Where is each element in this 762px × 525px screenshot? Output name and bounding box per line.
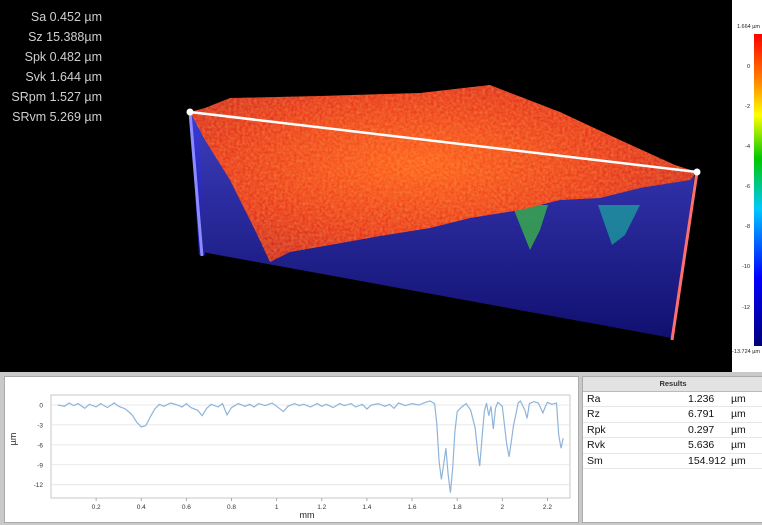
colorbar-tick: -4 — [745, 144, 750, 150]
param-svk: Svk 1.644 µm — [25, 70, 102, 84]
chart-grid — [50, 394, 571, 499]
result-value: 6.791 — [688, 408, 715, 421]
colorbar-gradient — [754, 34, 762, 346]
result-unit: µm — [731, 439, 746, 452]
colorbar-tick: -2 — [745, 104, 750, 110]
results-row: Rvk 5.636 µm — [583, 438, 762, 454]
results-row: Ra 1.236 µm — [583, 392, 762, 408]
x-tick-label: 1.8 — [453, 504, 462, 511]
plot-frame — [50, 394, 571, 499]
result-value: 1.236 — [688, 393, 715, 405]
result-name: Rvk — [587, 439, 606, 452]
x-tick-label: 0.4 — [137, 504, 146, 511]
result-value: 0.297 — [688, 423, 715, 436]
colorbar-max-label: 1.664 µm — [736, 24, 760, 30]
colorbar-tick: -6 — [745, 184, 750, 190]
x-tick-label: 2.2 — [543, 504, 552, 511]
result-unit: µm — [731, 454, 746, 467]
result-name: Sm — [587, 454, 603, 467]
profile-cut-left-edge — [188, 111, 204, 257]
x-tick-label: 0.8 — [227, 504, 236, 511]
y-tick-label: -9 — [37, 462, 43, 469]
param-spk: Spk 0.482 µm — [24, 50, 102, 64]
results-row: Rz 6.791 µm — [583, 407, 762, 423]
colorbar-tick: 0 — [746, 64, 750, 70]
x-tick-label: 1.2 — [317, 504, 326, 511]
param-sz: Sz 15.388µm — [28, 30, 102, 44]
profile-chart-panel: 0 -3 -6 -9 -12 0.2 0.4 0.6 0.8 1 1.2 1.4 1.6 1.8 2 2.2… — [4, 376, 579, 523]
profile-chart: 0 -3 -6 -9 -12 0.2 0.4 0.6 0.8 1 1.2 1.4 1.6 1.8 2 2.2… — [8, 394, 571, 520]
x-tick-label: 0.2 — [92, 504, 101, 511]
y-axis-label: µm — [8, 433, 18, 446]
colorbar-tick: -10 — [742, 264, 750, 270]
results-table: Results Ra 1.236 µm Rz 6.791 µm Rpk 0.29… — [582, 376, 762, 523]
colorbar-tick: -8 — [745, 224, 750, 230]
surface-valley — [598, 205, 640, 245]
result-name: Rpk — [587, 423, 606, 436]
y-tick-label: -6 — [37, 442, 43, 449]
height-colorbar: 1.664 µm 0 -2 -4 -6 -8 -10 -12 -13.724 µ… — [732, 0, 762, 372]
surface-valley — [512, 205, 548, 250]
param-srpm: SRpm 1.527 µm — [11, 90, 102, 104]
profile-cut-right-edge — [670, 171, 699, 341]
x-tick-label: 1.4 — [362, 504, 371, 511]
cut-handle-start[interactable] — [186, 108, 194, 116]
3d-surface-render — [186, 85, 701, 341]
3d-surface-viewport[interactable]: Sa 0.452 µm Sz 15.388µm Spk 0.482 µm Svk… — [0, 0, 762, 372]
result-value: 154.912 — [688, 454, 726, 467]
profile-cut-line[interactable] — [189, 110, 698, 174]
x-tick-label: 1.6 — [408, 504, 417, 511]
colorbar-min-label: -13.724 µm — [732, 349, 760, 355]
result-name: Ra — [587, 393, 601, 405]
result-unit: µm — [731, 423, 746, 436]
colorbar-tick: -12 — [742, 305, 750, 311]
x-tick-label: 1 — [275, 504, 279, 511]
x-axis-label: mm — [300, 510, 315, 520]
x-tick-label: 0.6 — [182, 504, 191, 511]
y-tick-label: -12 — [34, 482, 44, 489]
result-unit: µm — [731, 393, 746, 405]
param-srvm: SRvm 5.269 µm — [12, 110, 102, 124]
y-tick-label: 0 — [39, 402, 43, 409]
y-tick-label: -3 — [37, 422, 43, 429]
result-value: 5.636 — [688, 439, 715, 452]
surface-texture — [190, 85, 697, 262]
results-header: Results — [583, 377, 762, 392]
results-row: Rpk 0.297 µm — [583, 423, 762, 439]
param-sa: Sa 0.452 µm — [30, 10, 102, 24]
result-unit: µm — [731, 408, 746, 421]
cut-handle-end[interactable] — [693, 168, 701, 176]
profile-series-line — [57, 400, 564, 493]
x-tick-label: 2 — [500, 504, 504, 511]
bottom-panel: 0 -3 -6 -9 -12 0.2 0.4 0.6 0.8 1 1.2 1.4 1.6 1.8 2 2.2… — [0, 372, 762, 525]
results-row: Sm 154.912 µm — [583, 454, 762, 469]
result-name: Rz — [587, 408, 600, 421]
